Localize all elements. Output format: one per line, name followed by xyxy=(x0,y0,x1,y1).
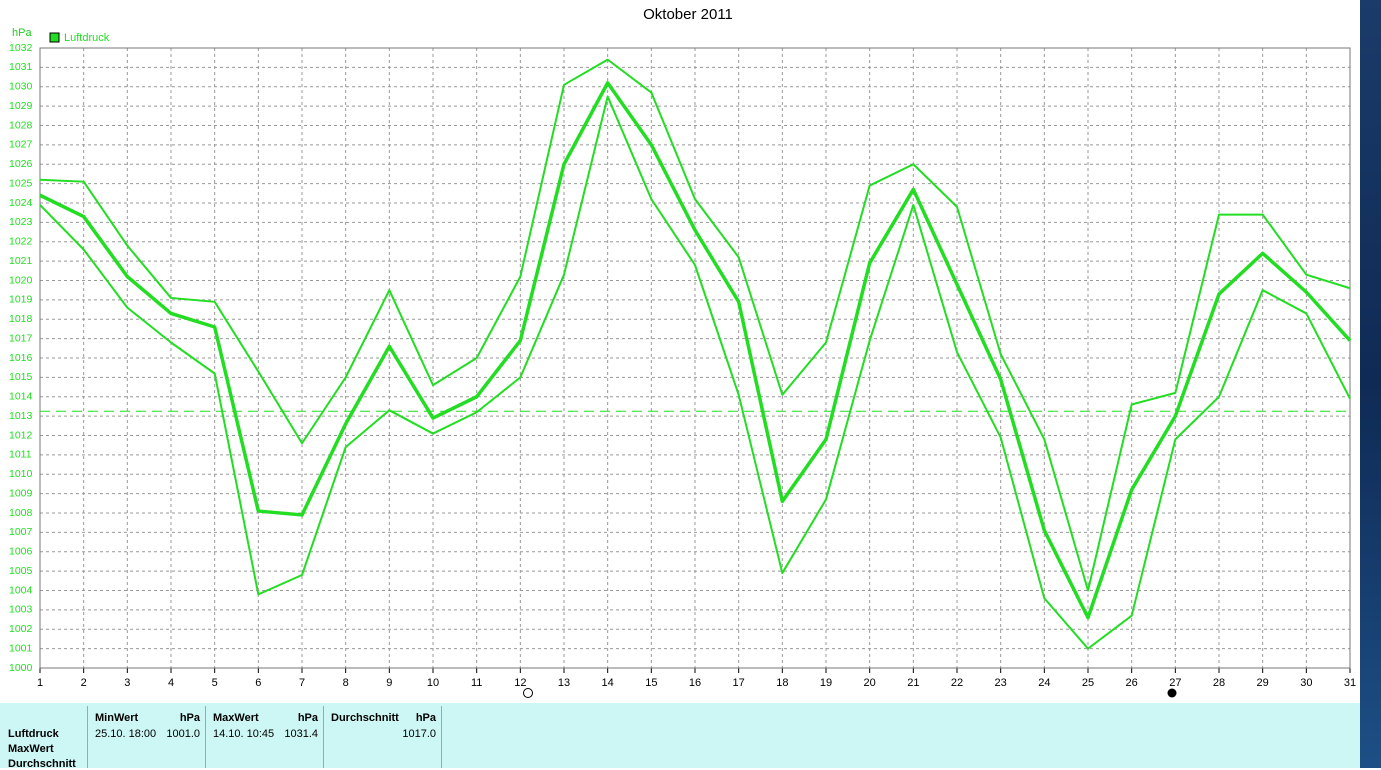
row-label: MaxWert xyxy=(8,743,54,755)
y-tick-label: 1010 xyxy=(9,468,33,480)
y-tick-label: 1003 xyxy=(9,604,33,616)
series-line xyxy=(39,81,1352,620)
y-tick-label: 1032 xyxy=(9,42,33,54)
y-tick-label: 1002 xyxy=(9,623,33,635)
x-tick-label: 18 xyxy=(776,677,788,689)
x-tick-label: 20 xyxy=(864,677,876,689)
series-line xyxy=(39,95,1351,650)
x-tick-label: 29 xyxy=(1257,677,1269,689)
window-edge xyxy=(1360,0,1381,768)
y-tick-label: 1012 xyxy=(9,429,33,441)
y-tick-label: 1024 xyxy=(9,197,33,209)
x-tick-label: 28 xyxy=(1213,677,1225,689)
moon-new xyxy=(1167,688,1177,698)
x-tick-label: 21 xyxy=(907,677,919,689)
min-box: MinWert hPa 25.10. 18:00 1001.0 xyxy=(87,706,206,768)
row-label: Durchschnitt xyxy=(8,758,76,770)
legend-label: Luftdruck xyxy=(64,32,110,44)
y-tick-label: 1026 xyxy=(9,158,33,170)
y-unit: hPa xyxy=(12,27,32,39)
max-box: MaxWert hPa 14.10. 10:45 1031.4 xyxy=(205,706,324,768)
x-tick-label: 26 xyxy=(1126,677,1138,689)
y-tick-label: 1016 xyxy=(9,352,33,364)
x-tick-label: 15 xyxy=(645,677,657,689)
header: MaxWert xyxy=(213,712,259,724)
y-tick-label: 1007 xyxy=(9,526,33,538)
unit: hPa xyxy=(297,712,318,724)
x-tick-label: 25 xyxy=(1082,677,1094,689)
y-tick-label: 1029 xyxy=(9,100,33,112)
x-tick-label: 4 xyxy=(168,677,174,689)
chart: Oktober 2011 hPa 1000 1001 1002 1003 1004 100… xyxy=(9,6,1356,698)
x-tick-label: 1 xyxy=(37,677,43,689)
x-tick-label: 13 xyxy=(558,677,570,689)
x-tick-label: 9 xyxy=(386,677,392,689)
y-tick-label: 1000 xyxy=(9,662,33,674)
x-tick-label: 22 xyxy=(951,677,963,689)
y-tick-label: 1013 xyxy=(9,410,33,422)
chart-title: Oktober 2011 xyxy=(643,6,733,23)
time: 25.10. 18:00 xyxy=(95,728,157,740)
y-tick-label: 1006 xyxy=(9,546,33,558)
time: 14.10. 10:45 xyxy=(213,728,275,740)
x-tick-label: 2 xyxy=(81,677,87,689)
x-tick-label: 19 xyxy=(820,677,832,689)
y-tick-label: 1020 xyxy=(9,274,33,286)
x-tick-label: 5 xyxy=(212,677,218,689)
avg-box: Durchschnitt hPa 1017.0 xyxy=(323,706,442,768)
plot-border xyxy=(39,47,1351,669)
y-tick-label: 1022 xyxy=(9,236,33,248)
y-tick-label: 1031 xyxy=(9,61,33,73)
y-tick-label: 1004 xyxy=(9,584,33,596)
moon-full xyxy=(523,688,533,698)
row-label: Luftdruck xyxy=(8,728,59,740)
y-tick-label: 1030 xyxy=(9,81,33,93)
y-tick-label: 1028 xyxy=(9,119,33,131)
y-tick-label: 1011 xyxy=(9,449,32,461)
y-tick-label: 1001 xyxy=(9,642,33,654)
value: 1001.0 xyxy=(166,728,200,740)
header: Durchschnitt xyxy=(331,712,399,724)
y-tick-label: 1025 xyxy=(9,177,33,189)
x-tick-label: 7 xyxy=(299,677,305,689)
value: 1017.0 xyxy=(402,728,436,740)
x-tick-label: 3 xyxy=(124,677,130,689)
x-tick-label: 17 xyxy=(733,677,745,689)
x-tick-label: 16 xyxy=(689,677,701,689)
y-tick-label: 1014 xyxy=(9,391,33,403)
x-tick-label: 23 xyxy=(995,677,1007,689)
unit: hPa xyxy=(415,712,436,724)
y-tick-label: 1008 xyxy=(9,507,33,519)
y-tick-label: 1027 xyxy=(9,139,33,151)
x-tick-label: 14 xyxy=(602,677,614,689)
x-tick-label: 30 xyxy=(1300,677,1312,689)
y-tick-label: 1019 xyxy=(9,294,33,306)
x-tick-label: 24 xyxy=(1038,677,1050,689)
x-tick-label: 27 xyxy=(1169,677,1181,689)
value: 1031.4 xyxy=(284,728,318,740)
y-tick-label: 1023 xyxy=(9,216,33,228)
x-tick-label: 8 xyxy=(343,677,349,689)
header: MinWert xyxy=(95,712,139,724)
y-tick-label: 1021 xyxy=(9,255,33,267)
series-line xyxy=(39,58,1351,592)
y-tick-label: 1015 xyxy=(9,371,33,383)
y-tick-label: 1017 xyxy=(9,332,33,344)
y-tick-label: 1005 xyxy=(9,565,33,577)
x-tick-label: 31 xyxy=(1344,677,1356,689)
x-tick-label: 10 xyxy=(427,677,439,689)
x-tick-label: 11 xyxy=(471,677,482,689)
y-tick-label: 1018 xyxy=(9,313,33,325)
summary-panel: Luftdruck MaxWert Durchschnitt MinWert h… xyxy=(0,703,1360,770)
x-tick-label: 6 xyxy=(255,677,261,689)
y-tick-label: 1009 xyxy=(9,487,33,499)
unit: hPa xyxy=(179,712,200,724)
x-tick-label: 12 xyxy=(514,677,526,689)
legend-swatch xyxy=(49,32,60,43)
